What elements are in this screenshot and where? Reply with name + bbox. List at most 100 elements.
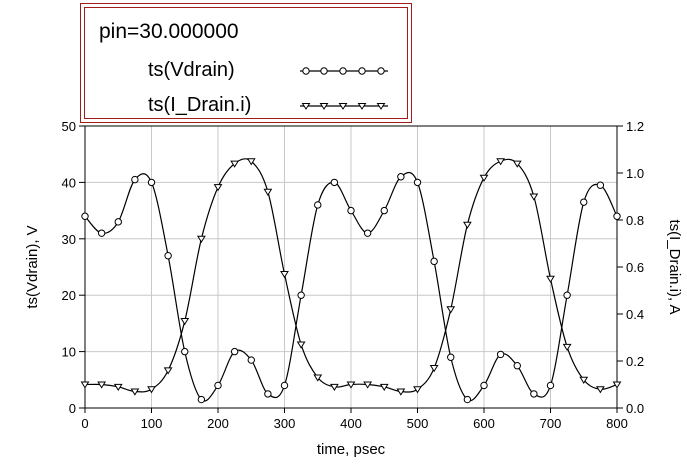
point-vdrain xyxy=(81,212,89,220)
y2-tick-label: 0.4 xyxy=(626,307,644,322)
point-vdrain xyxy=(314,201,322,209)
point-vdrain xyxy=(513,362,521,370)
point-idrain xyxy=(280,271,289,279)
x-tick-label: 300 xyxy=(274,416,296,431)
point-vdrain xyxy=(297,291,305,299)
y-tick-label: 20 xyxy=(62,288,76,303)
point-idrain xyxy=(496,158,506,166)
legend: pin=30.000000 ts(Vdrain) ts(I_Drain.i) xyxy=(80,3,412,123)
legend-title: pin=30.000000 xyxy=(99,20,239,43)
point-vdrain xyxy=(447,353,455,361)
y2-tick-label: 0.6 xyxy=(626,260,644,275)
point-vdrain xyxy=(131,175,139,184)
x-tick-label: 400 xyxy=(340,416,362,431)
point-idrain xyxy=(562,343,572,352)
point-idrain xyxy=(462,221,472,229)
point-vdrain xyxy=(580,198,588,206)
y2-tick-label: 1.2 xyxy=(626,119,644,134)
point-idrain xyxy=(346,381,356,389)
point-idrain xyxy=(546,275,555,283)
point-vdrain xyxy=(496,350,505,359)
legend-inner-border: pin=30.000000 ts(Vdrain) ts(I_Drain.i) xyxy=(84,7,408,119)
point-vdrain xyxy=(530,390,538,398)
point-vdrain xyxy=(363,229,372,237)
y-tick-label: 0 xyxy=(69,401,76,416)
point-vdrain xyxy=(97,229,106,237)
point-idrain xyxy=(329,383,339,392)
point-idrain xyxy=(80,381,90,389)
y2-tick-label: 1.0 xyxy=(626,166,644,181)
point-idrain xyxy=(579,376,589,384)
y2-axis-title: ts(I_Drain.i), A xyxy=(666,219,683,314)
point-idrain xyxy=(396,388,406,396)
point-idrain xyxy=(446,306,456,314)
point-idrain xyxy=(97,381,107,389)
point-vdrain xyxy=(413,178,422,187)
point-vdrain xyxy=(214,381,222,390)
legend-label-idrain: ts(I_Drain.i) xyxy=(148,94,252,116)
y-axis-title: ts(Vdrain), V xyxy=(24,225,41,308)
point-vdrain xyxy=(164,252,172,260)
x-tick-label: 800 xyxy=(606,416,628,431)
point-idrain xyxy=(529,193,539,201)
point-vdrain xyxy=(247,356,255,364)
point-vdrain xyxy=(613,212,621,220)
y-tick-label: 30 xyxy=(62,232,76,247)
x-tick-label: 100 xyxy=(141,416,163,431)
point-idrain xyxy=(479,174,489,182)
point-vdrain xyxy=(347,206,355,215)
point-vdrain xyxy=(546,381,555,390)
point-idrain xyxy=(130,388,140,396)
point-vdrain xyxy=(114,218,122,226)
point-idrain xyxy=(147,386,156,394)
point-vdrain xyxy=(463,395,472,404)
x-tick-label: 200 xyxy=(207,416,229,431)
y-tick-label: 40 xyxy=(62,175,76,190)
point-idrain xyxy=(163,367,173,375)
point-vdrain xyxy=(397,173,405,181)
point-idrain xyxy=(113,383,123,392)
point-vdrain xyxy=(264,390,272,398)
point-idrain xyxy=(263,188,273,196)
x-tick-label: 500 xyxy=(407,416,429,431)
point-idrain xyxy=(429,365,439,373)
legend-label-vdrain: ts(Vdrain) xyxy=(148,59,235,81)
point-idrain xyxy=(413,386,422,394)
point-idrain xyxy=(213,184,223,192)
point-vdrain xyxy=(230,347,239,356)
y2-tick-label: 0.2 xyxy=(626,354,644,369)
point-vdrain xyxy=(563,291,571,299)
point-idrain xyxy=(595,386,605,394)
point-vdrain xyxy=(330,178,339,187)
point-vdrain xyxy=(280,381,289,390)
x-tick-label: 700 xyxy=(540,416,562,431)
point-idrain xyxy=(230,160,240,168)
point-vdrain xyxy=(147,178,156,187)
y-tick-label: 50 xyxy=(62,119,76,134)
point-idrain xyxy=(512,160,522,168)
legend-swatch-idrain xyxy=(300,103,388,110)
point-vdrain xyxy=(430,257,438,266)
point-idrain xyxy=(363,381,373,389)
point-vdrain xyxy=(480,381,488,390)
y2-tick-label: 0.0 xyxy=(626,401,644,416)
point-idrain xyxy=(313,374,323,382)
y-tick-label: 10 xyxy=(62,345,76,360)
point-vdrain xyxy=(181,347,189,356)
point-idrain xyxy=(180,318,190,326)
point-idrain xyxy=(246,158,256,166)
point-idrain xyxy=(296,341,306,349)
point-vdrain xyxy=(380,206,388,215)
x-axis-title: time, psec xyxy=(317,441,386,458)
point-idrain xyxy=(379,383,389,392)
point-idrain xyxy=(612,381,622,389)
point-vdrain xyxy=(596,181,605,189)
x-tick-label: 600 xyxy=(473,416,495,431)
y2-tick-label: 0.8 xyxy=(626,213,644,228)
x-tick-label: 0 xyxy=(81,416,88,431)
legend-swatch-vdrain xyxy=(300,67,388,75)
point-vdrain xyxy=(197,395,206,404)
point-idrain xyxy=(196,235,206,243)
